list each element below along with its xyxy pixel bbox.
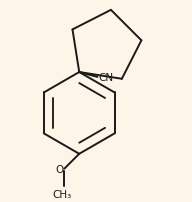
Text: O: O xyxy=(55,164,63,174)
Text: CH₃: CH₃ xyxy=(53,189,72,199)
Text: CN: CN xyxy=(98,73,114,82)
